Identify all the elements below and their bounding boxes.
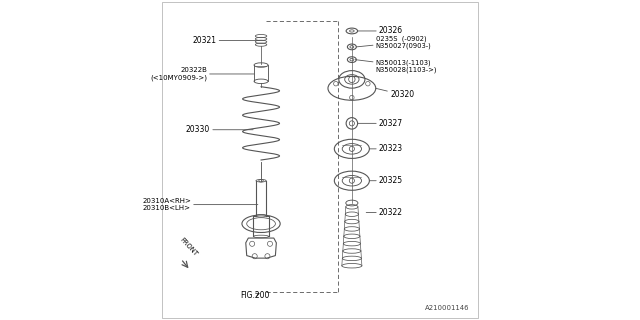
Text: 20330: 20330 <box>186 125 253 134</box>
Text: FIG.200: FIG.200 <box>241 291 269 300</box>
Text: FRONT: FRONT <box>178 236 198 257</box>
Text: 20325: 20325 <box>369 176 403 185</box>
Text: 20322: 20322 <box>366 208 403 217</box>
Text: 20327: 20327 <box>358 119 403 128</box>
Text: 20310A<RH>
20310B<LH>: 20310A<RH> 20310B<LH> <box>142 198 258 211</box>
Text: 20326: 20326 <box>358 27 403 36</box>
Text: 20320: 20320 <box>376 88 414 99</box>
Text: 20322B
(<10MY0909->): 20322B (<10MY0909->) <box>150 67 254 81</box>
Text: 0235S  (-0902)
N350027(0903-): 0235S (-0902) N350027(0903-) <box>356 35 431 49</box>
Text: N350013(-1103)
N350028(1103->): N350013(-1103) N350028(1103->) <box>355 59 437 73</box>
Text: 20323: 20323 <box>369 144 403 153</box>
Text: 20321: 20321 <box>193 36 259 45</box>
Text: A210001146: A210001146 <box>425 305 470 311</box>
